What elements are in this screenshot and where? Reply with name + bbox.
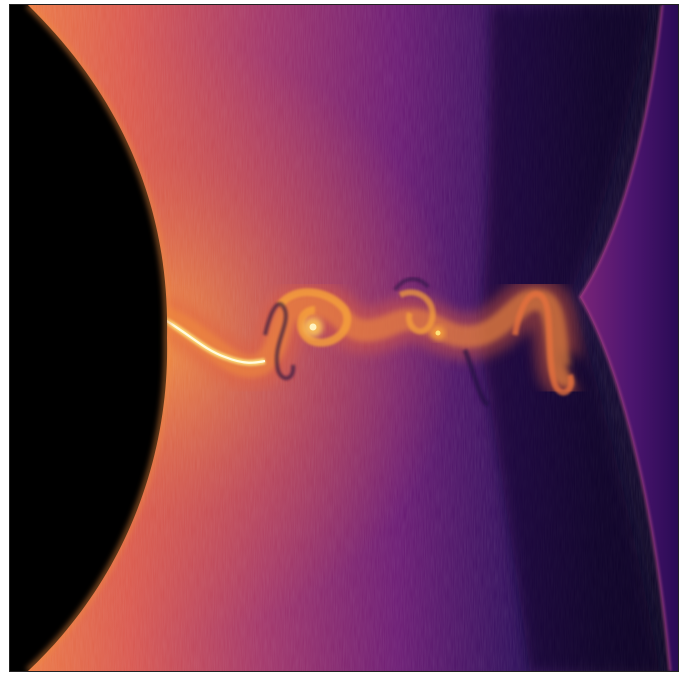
- right-lobe: [580, 5, 678, 671]
- image-frame: [9, 4, 679, 672]
- density-field-image: [10, 5, 678, 671]
- right-lobe-edge: [578, 5, 672, 671]
- black-body: [10, 5, 168, 671]
- turbulent-jet: [150, 276, 589, 408]
- black-body-rim: [25, 5, 171, 671]
